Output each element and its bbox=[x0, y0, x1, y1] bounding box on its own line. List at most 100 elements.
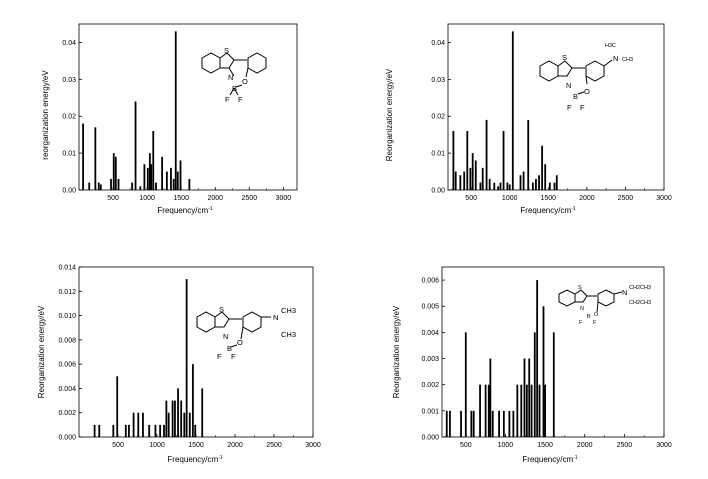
molecule-atom-label: N bbox=[613, 54, 618, 63]
x-tick-label: 2000 bbox=[207, 195, 223, 202]
molecule-atom-label: CH3 bbox=[281, 306, 296, 315]
bar-mark bbox=[502, 130, 505, 190]
molecule-drawing-bottom-left: S N N CH3 CH3 B O F F bbox=[196, 305, 296, 361]
y-tick-label: 0.002 bbox=[58, 410, 76, 417]
bar-mark bbox=[150, 164, 153, 190]
bar-mark bbox=[112, 153, 115, 190]
bar-mark bbox=[180, 400, 183, 437]
y-tick-label: 0.04 bbox=[431, 40, 445, 47]
x-tick-label: 500 bbox=[112, 442, 124, 449]
molecule-atom-label: F bbox=[217, 352, 222, 361]
bar-mark bbox=[88, 182, 91, 190]
bar-mark bbox=[201, 388, 204, 437]
y-tick-label: 0.00 bbox=[62, 188, 76, 195]
molecule-atom-label: CH3 bbox=[281, 330, 296, 339]
bar-mark bbox=[538, 384, 541, 437]
x-tick-label: 1000 bbox=[502, 195, 518, 202]
bar-mark bbox=[131, 182, 134, 190]
y-tick-label: 0.03 bbox=[62, 77, 76, 84]
x-tick-label: 2500 bbox=[617, 442, 633, 449]
molecule-atom-label: F bbox=[225, 95, 230, 104]
bar-mark bbox=[533, 332, 536, 437]
molecule-atom-label: F bbox=[579, 320, 583, 326]
plot-frame bbox=[447, 23, 665, 191]
bar-mark bbox=[449, 410, 451, 437]
plot-area-bottom-left: 500 1000 1500 2000 2500 3000 0.000 0.002 0.004 0.… bbox=[58, 265, 320, 450]
molecule-atom-label: O bbox=[242, 77, 248, 86]
bar-mark bbox=[522, 171, 525, 190]
bar-mark bbox=[552, 332, 555, 437]
bar-mark bbox=[99, 184, 102, 190]
bar-mark bbox=[498, 410, 500, 437]
bar-mark bbox=[544, 164, 547, 190]
bar-mark bbox=[93, 424, 96, 437]
bar-mark bbox=[188, 412, 191, 437]
bar-mark bbox=[114, 156, 117, 190]
bar-mark bbox=[452, 130, 455, 190]
bar-mark bbox=[154, 424, 157, 437]
bar-mark bbox=[165, 400, 168, 437]
bar-mark bbox=[471, 153, 474, 190]
y-tick-label: 0.005 bbox=[421, 304, 439, 311]
bar-mark bbox=[155, 182, 157, 190]
bar-mark bbox=[488, 178, 491, 190]
bar-mark bbox=[174, 400, 176, 437]
bar-mark bbox=[542, 306, 545, 437]
molecule-atom-label: N bbox=[273, 313, 278, 322]
plot-area-bottom-right: 500 1000 1500 2000 2500 3000 0.000 0.001 0.002 0.… bbox=[421, 266, 672, 449]
bar-mark bbox=[191, 364, 194, 437]
bar-mark bbox=[161, 156, 164, 190]
x-axis-label-bottom-right: Frequency/cm-1 bbox=[522, 455, 577, 464]
x-tick-label: 3000 bbox=[305, 442, 321, 449]
molecule-atom-label: N bbox=[223, 332, 228, 341]
molecule-atom-label: S bbox=[562, 53, 567, 62]
bar-mark bbox=[530, 384, 533, 437]
bar-mark bbox=[82, 123, 84, 190]
y-tick-label: 0.014 bbox=[58, 265, 76, 272]
x-axis-label-top-right: Frequency/cm-1 bbox=[520, 206, 575, 215]
y-tick-label: 0.02 bbox=[62, 114, 76, 121]
x-tick-label: 500 bbox=[465, 195, 477, 202]
y-axis-label-top-left: reorganization energy/eV bbox=[41, 70, 50, 160]
molecule-atom-label: S bbox=[224, 46, 229, 55]
y-tick-label: 0.008 bbox=[58, 337, 76, 344]
bar-mark bbox=[523, 358, 526, 437]
bar-mark bbox=[146, 167, 149, 190]
bar-mark bbox=[464, 332, 467, 437]
bar-mark bbox=[134, 101, 137, 190]
bar-mark bbox=[128, 424, 130, 437]
x-tick-label: 2500 bbox=[618, 195, 634, 202]
bar-mark bbox=[176, 171, 179, 190]
y-tick-label: 0.000 bbox=[421, 435, 439, 442]
y-tick-label: 0.006 bbox=[58, 362, 76, 369]
bar-mark bbox=[479, 384, 481, 437]
bar-mark bbox=[511, 31, 514, 190]
molecule-atom-label: O bbox=[594, 312, 599, 318]
x-tick-label: 1000 bbox=[149, 442, 165, 449]
x-tick-label: 1500 bbox=[173, 195, 189, 202]
molecule-atom-label: S bbox=[219, 305, 224, 314]
bar-mark bbox=[527, 119, 530, 190]
plot-area-top-right: 500 1000 1500 2000 2500 3000 0.00 0.01 0.02 0.03 0… bbox=[431, 23, 672, 202]
molecule-atom-label: N bbox=[580, 306, 584, 312]
molecule-atom-label: B bbox=[587, 314, 591, 320]
molecule-atom-label: N bbox=[228, 73, 233, 82]
bar-mark bbox=[124, 424, 127, 437]
bar-mark bbox=[541, 145, 544, 190]
y-axis-label-bottom-left: Reorganization energy/eV bbox=[37, 305, 46, 398]
x-tick-label: 500 bbox=[460, 442, 472, 449]
plot-frame bbox=[78, 266, 314, 438]
x-tick-label: 3000 bbox=[656, 195, 672, 202]
bar-mark bbox=[479, 182, 482, 190]
x-tick-label: 2000 bbox=[579, 195, 595, 202]
y-tick-label: 0.001 bbox=[421, 408, 439, 415]
bar-mark bbox=[110, 178, 112, 190]
bar-mark bbox=[170, 167, 172, 190]
bar-mark bbox=[98, 424, 101, 437]
molecule-atom-label: O bbox=[584, 87, 590, 96]
y-tick-label: 0.010 bbox=[58, 313, 76, 320]
bar-mark bbox=[548, 182, 551, 190]
molecule-atom-label: O bbox=[237, 338, 243, 347]
y-tick-label: 0.002 bbox=[421, 382, 439, 389]
